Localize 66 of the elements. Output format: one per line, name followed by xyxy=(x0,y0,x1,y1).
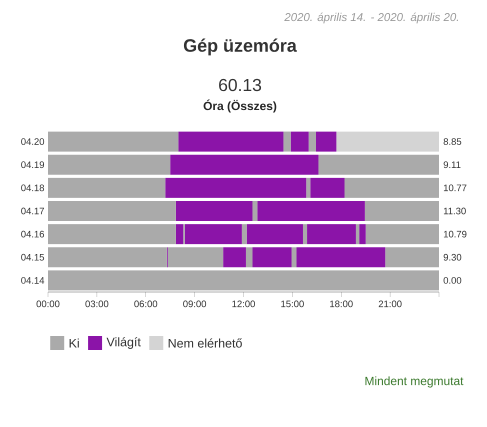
bar xyxy=(252,201,258,222)
text: 9.30 xyxy=(444,254,462,261)
x-tick-label: 18:00 xyxy=(330,300,353,308)
bar xyxy=(296,247,386,268)
bar xyxy=(336,132,440,152)
text: 2020. április 14. - 2020. április 20. xyxy=(284,12,458,24)
bar xyxy=(302,224,308,244)
y-tick-label: 04.15 xyxy=(21,254,44,261)
y-tick-label: 04.18 xyxy=(21,184,44,192)
text: Mindent megmutat xyxy=(365,376,464,388)
legend-label: Ki xyxy=(70,338,79,348)
bar xyxy=(364,201,440,222)
bar xyxy=(48,132,178,152)
legend-label: Világít xyxy=(106,337,141,349)
bar xyxy=(292,247,296,268)
bar xyxy=(385,247,440,268)
bar xyxy=(48,154,170,175)
bar xyxy=(257,201,365,222)
x-tick-label: 21:00 xyxy=(378,300,402,308)
text: 11.30 xyxy=(444,208,466,214)
x-tick-label: 12:00 xyxy=(232,300,255,308)
bar xyxy=(316,132,336,152)
x-tick-label: 09:00 xyxy=(183,300,206,308)
bar xyxy=(246,224,303,244)
bar xyxy=(283,132,291,152)
bar xyxy=(308,132,316,152)
bar xyxy=(246,247,252,268)
bar xyxy=(306,178,310,198)
y-tick-label: 04.20 xyxy=(21,138,44,145)
bar xyxy=(366,224,440,244)
text: 8.85 xyxy=(444,138,462,145)
bar xyxy=(176,224,184,244)
x-tick-label: 03:00 xyxy=(85,300,108,308)
y-tick-label: 04.14 xyxy=(21,277,44,284)
bar xyxy=(165,178,306,198)
text: 60.13 xyxy=(219,78,262,92)
x-tick-label: 00:00 xyxy=(36,300,60,308)
bar xyxy=(223,247,246,268)
bar xyxy=(48,178,166,198)
bar xyxy=(48,201,176,222)
bar xyxy=(318,154,440,175)
text: 0.00 xyxy=(444,277,462,284)
bar xyxy=(178,132,284,152)
y-tick-label: 04.19 xyxy=(21,161,44,168)
bar xyxy=(359,224,366,244)
bar xyxy=(344,178,440,198)
bar xyxy=(48,224,176,244)
bar xyxy=(170,154,318,175)
bar xyxy=(290,132,309,152)
bar xyxy=(176,201,252,222)
text: 9.11 xyxy=(444,161,460,168)
bar xyxy=(184,224,242,244)
text: Óra (Összes) xyxy=(204,99,276,113)
y-tick-label: 04.16 xyxy=(21,230,44,238)
bar xyxy=(252,247,292,268)
text: 10.79 xyxy=(444,230,466,238)
chart-title: Gép üzemóra xyxy=(184,38,297,56)
x-tick-label: 15:00 xyxy=(281,300,304,308)
text: 10.77 xyxy=(444,184,466,192)
bar xyxy=(242,224,247,244)
bar xyxy=(356,224,360,244)
bar xyxy=(307,224,356,244)
x-tick-label: 06:00 xyxy=(134,300,158,308)
y-tick-label: 04.17 xyxy=(21,208,44,214)
legend-label: Nem elérhető xyxy=(168,338,242,348)
bar xyxy=(310,178,345,198)
